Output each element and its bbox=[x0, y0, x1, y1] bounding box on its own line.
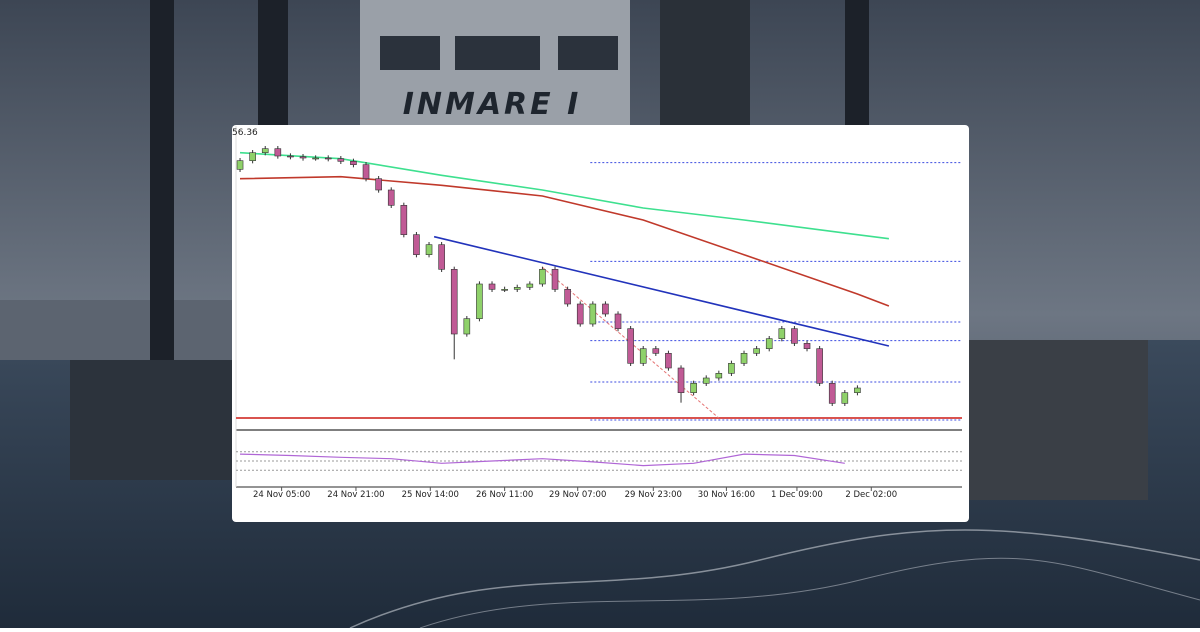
moving-average bbox=[239, 151, 890, 240]
candle-body bbox=[438, 244, 445, 270]
candle-body bbox=[677, 367, 685, 393]
x-tick-label: 29 Nov 23:00 bbox=[625, 490, 682, 500]
candle-body bbox=[539, 269, 546, 285]
x-tick-label: 24 Nov 21:00 bbox=[327, 490, 384, 500]
candle-body bbox=[816, 348, 823, 384]
candle-body bbox=[728, 363, 735, 374]
candle-body bbox=[463, 318, 471, 335]
candle-body bbox=[488, 283, 496, 290]
candle-body bbox=[791, 328, 798, 344]
candle-body bbox=[526, 283, 534, 288]
candle-body bbox=[765, 338, 773, 349]
candle-body bbox=[854, 387, 861, 393]
chart: 56.36 24 Nov 05:00 24 Nov 21:00 25 Nov 14:0… bbox=[232, 126, 962, 500]
candle-body bbox=[715, 373, 723, 379]
candle-body bbox=[564, 289, 571, 305]
candle-body bbox=[803, 343, 811, 349]
x-tick-label: 24 Nov 05:00 bbox=[253, 490, 310, 500]
trendline bbox=[433, 235, 890, 347]
x-tick-label: 29 Nov 07:00 bbox=[549, 490, 606, 500]
candle-body bbox=[778, 328, 786, 339]
candle-body bbox=[627, 328, 634, 364]
y-tick-label: 56.36 bbox=[232, 128, 258, 138]
candle-body bbox=[261, 148, 269, 153]
candle-body bbox=[702, 377, 710, 384]
candle-body bbox=[828, 383, 836, 404]
candle-body bbox=[589, 303, 597, 325]
x-tick-label: 2 Dec 02:00 bbox=[845, 490, 897, 500]
candle-body bbox=[740, 353, 748, 364]
candle-body bbox=[400, 205, 408, 235]
x-tick-label: 1 Dec 09:00 bbox=[771, 490, 823, 500]
candle-body bbox=[324, 157, 332, 160]
chart-card bbox=[232, 125, 969, 522]
candle-body bbox=[614, 313, 622, 329]
candle-body bbox=[249, 152, 256, 161]
candle-body bbox=[312, 157, 319, 160]
candle-body bbox=[841, 392, 849, 404]
x-tick-label: 26 Nov 11:00 bbox=[476, 490, 533, 500]
candle-body bbox=[551, 269, 559, 290]
candle-body bbox=[274, 148, 282, 157]
candle-body bbox=[375, 178, 382, 191]
moving-average bbox=[239, 175, 890, 307]
candle-body bbox=[753, 348, 760, 354]
candle-body bbox=[450, 269, 458, 335]
oscillator-line bbox=[239, 453, 845, 467]
candle-body bbox=[337, 158, 345, 162]
x-tick-label: 30 Nov 16:00 bbox=[698, 490, 755, 500]
candle-body bbox=[387, 189, 395, 206]
candle-body bbox=[476, 283, 483, 319]
candle-body bbox=[513, 287, 521, 290]
candle-body bbox=[652, 348, 660, 354]
candle-body bbox=[350, 161, 357, 165]
candle-body bbox=[425, 244, 433, 255]
ship-name: INMARE I bbox=[403, 87, 582, 122]
candle-body bbox=[576, 303, 584, 325]
candle-body bbox=[639, 348, 647, 364]
candle-body bbox=[413, 234, 420, 255]
candle-body bbox=[690, 383, 697, 393]
candle-body bbox=[299, 156, 307, 159]
candle-body bbox=[362, 164, 370, 179]
candle-body bbox=[665, 353, 672, 369]
candle-body bbox=[501, 289, 508, 291]
x-tick-label: 25 Nov 14:00 bbox=[402, 490, 459, 500]
candle-body bbox=[287, 155, 294, 158]
candle-body bbox=[236, 160, 244, 170]
candle-body bbox=[602, 303, 609, 315]
